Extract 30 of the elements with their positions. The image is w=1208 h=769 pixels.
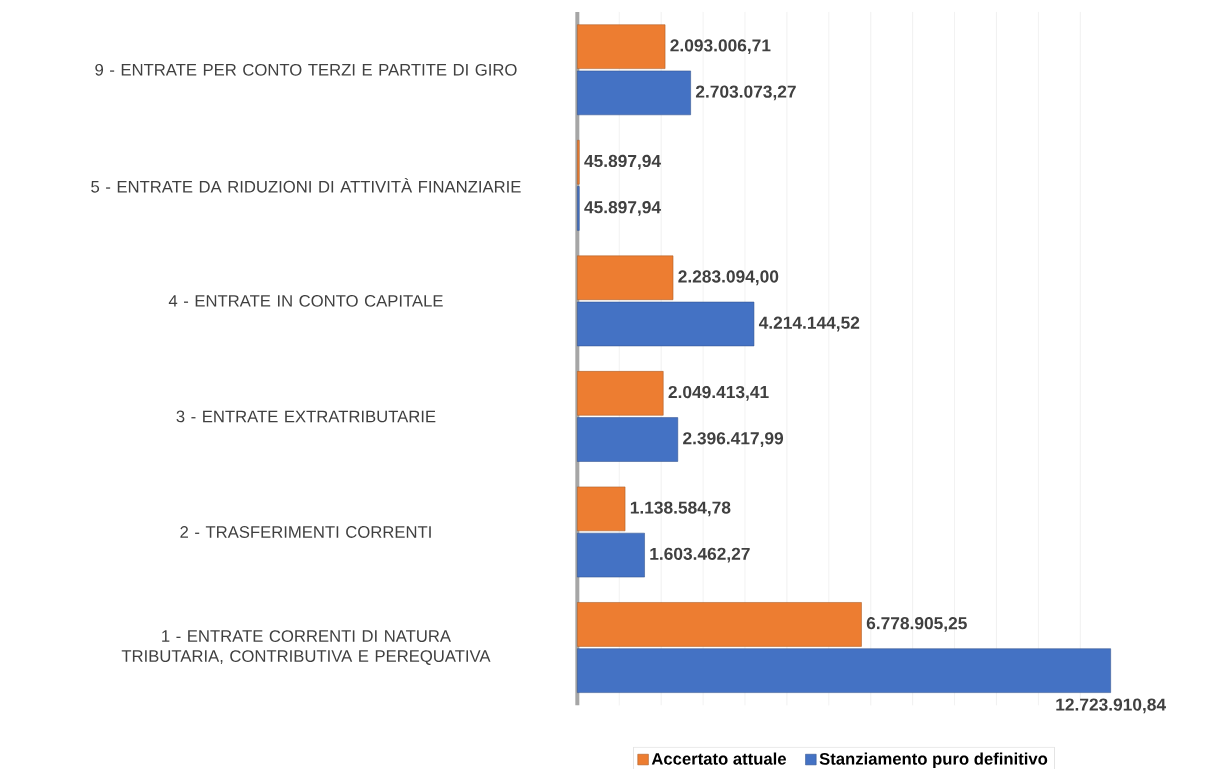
data-label: 1.138.584,78	[630, 501, 731, 517]
bar	[577, 486, 626, 531]
bar	[577, 255, 674, 300]
bar	[577, 602, 862, 647]
bar	[577, 70, 691, 115]
data-label: 2.049.413,41	[668, 385, 769, 401]
data-label: 4.214.144,52	[758, 316, 860, 332]
bar	[577, 648, 1111, 693]
bar	[577, 24, 666, 69]
bar	[577, 417, 679, 462]
data-label: 2.396.417,99	[683, 431, 784, 447]
data-label: 45.897,94	[584, 200, 661, 216]
data-label: 2.093.006,71	[670, 39, 771, 54]
data-label: 12.723.910,84	[1056, 698, 1166, 714]
data-label: 6.778.905,25	[866, 616, 967, 632]
data-label: 2.283.094,00	[678, 270, 779, 285]
y-tick-label: 4 - ENTRATE IN CONTO CAPITALE	[168, 294, 443, 307]
y-tick-label: 9 - ENTRATE PER CONTO TERZI E PARTITE DI GIRO	[95, 63, 517, 76]
y-tick-label: 5 - ENTRATE DA RIDUZIONI DI ATTIVITÀ FINANZIARIE	[91, 177, 521, 193]
bar	[577, 532, 645, 578]
data-label: 45.897,94	[584, 154, 661, 170]
y-tick-label: 2 - TRASFERIMENTI CORRENTI	[180, 525, 431, 538]
bar	[577, 301, 755, 347]
data-label: 2.703.073,27	[695, 85, 796, 101]
data-label: 1.603.462,27	[650, 547, 750, 563]
bar	[577, 370, 664, 416]
y-tick-label: 3 - ENTRATE EXTRATRIBUTARIE	[176, 410, 436, 423]
legend-label: Stanziamento puro definitivo	[819, 752, 1048, 768]
legend-label: Accertato attuale	[651, 752, 786, 765]
y-tick-label: 1 - ENTRATE CORRENTI DI NATURA TRIBUTARIA, CONTRIBUTIVA E PEREQUATIVA	[121, 630, 491, 665]
